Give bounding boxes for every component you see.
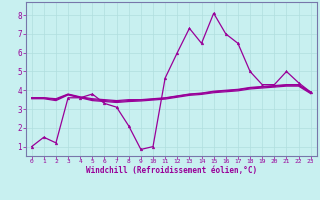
X-axis label: Windchill (Refroidissement éolien,°C): Windchill (Refroidissement éolien,°C) (86, 166, 257, 175)
